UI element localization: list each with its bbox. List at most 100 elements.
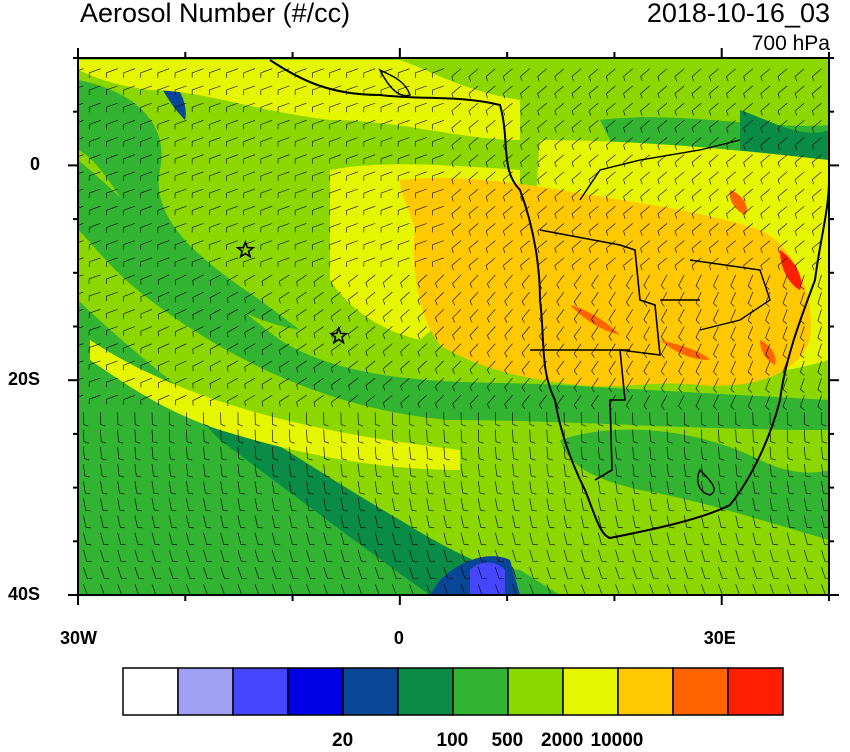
wind-barb: [296, 343, 307, 356]
wind-barb: [623, 137, 633, 150]
wind-barb: [563, 481, 571, 495]
wind-barb: [521, 274, 530, 289]
wind-barb: [306, 498, 314, 512]
wind-barb: [468, 154, 479, 168]
wind-barb: [243, 188, 256, 199]
wind-barb: [409, 567, 419, 579]
wind-barb: [563, 429, 570, 444]
wind-barb: [752, 549, 762, 563]
wind-barb: [580, 429, 587, 444]
wind-barb: [573, 291, 582, 307]
wind-barb: [730, 309, 736, 325]
wind-barb: [294, 171, 307, 181]
wind-barb: [260, 68, 273, 78]
wind-barb: [760, 154, 771, 168]
wind-barb: [330, 291, 342, 305]
wind-barb: [123, 85, 136, 96]
wind-barb: [691, 240, 702, 254]
wind-barb: [580, 584, 586, 595]
wind-barb: [760, 85, 771, 99]
wind-barb: [174, 85, 187, 96]
wind-barb: [192, 377, 204, 389]
wind-barb: [563, 463, 571, 478]
wind-barb: [701, 498, 709, 512]
wind-barb: [811, 68, 822, 82]
wind-barb: [573, 309, 582, 324]
wind-barb: [632, 515, 641, 529]
wind-barb: [520, 102, 530, 116]
wind-barb: [261, 291, 273, 304]
wind-barb: [312, 68, 324, 78]
wind-barb: [289, 412, 295, 427]
wind-barb: [804, 549, 813, 563]
wind-barb: [209, 137, 221, 147]
wind-barb: [443, 567, 453, 579]
wind-barb: [760, 137, 771, 150]
wind-barb: [485, 188, 496, 202]
wind-barb: [203, 532, 212, 546]
wind-barb: [191, 102, 204, 113]
wind-barb: [209, 240, 221, 250]
wind-barb: [674, 68, 685, 82]
wind-barb: [340, 481, 348, 495]
wind-barb: [209, 343, 221, 355]
wind-barb: [88, 120, 101, 130]
wind-barb: [88, 137, 101, 147]
wind-barb: [357, 498, 366, 512]
wind-barb: [140, 343, 153, 354]
wind-barb: [365, 274, 376, 288]
wind-barb: [400, 326, 410, 340]
wind-barb: [313, 377, 324, 390]
wind-barb: [392, 429, 398, 444]
wind-barb: [417, 326, 427, 340]
wind-barb: [123, 188, 136, 199]
wind-barb: [591, 395, 599, 410]
wind-barb: [477, 515, 486, 529]
wind-barb: [329, 223, 342, 233]
wind-barb: [821, 429, 827, 444]
wind-barb: [817, 274, 822, 290]
wind-barb: [485, 257, 496, 271]
wind-barb: [426, 584, 432, 595]
wind-barb: [417, 309, 427, 323]
wind-barb: [100, 584, 105, 595]
wind-barb: [106, 154, 118, 164]
wind-barb: [243, 68, 256, 78]
wind-barb: [786, 429, 793, 444]
lon-tick-label: 30W: [60, 628, 98, 648]
wind-barb: [415, 188, 427, 199]
wind-barb: [529, 498, 537, 512]
wind-barb: [294, 120, 307, 130]
wind-barb: [598, 463, 605, 478]
wind-barb: [157, 205, 170, 216]
wind-barb: [432, 154, 444, 164]
wind-barb: [346, 188, 359, 199]
wind-barb: [226, 223, 239, 233]
wind-barb: [735, 481, 743, 495]
wind-barb: [191, 154, 204, 164]
wind-barb: [588, 171, 599, 185]
wind-barb: [365, 377, 376, 391]
wind-barb: [88, 326, 101, 336]
wind-barb: [312, 102, 324, 113]
wind-barb: [244, 360, 256, 372]
colorbar-label: 500: [491, 730, 524, 751]
wind-barb: [495, 515, 503, 529]
wind-barb: [811, 120, 822, 133]
wind-barb: [88, 291, 101, 302]
wind-barb: [296, 274, 307, 287]
wind-barb: [140, 309, 153, 319]
wind-barb: [529, 584, 535, 595]
wind-barb: [237, 584, 243, 595]
wind-barb: [277, 85, 290, 96]
wind-barb: [691, 68, 702, 82]
wind-barb: [769, 429, 776, 444]
wind-barb: [157, 85, 170, 96]
wind-barb: [186, 429, 192, 444]
wind-barb: [794, 102, 805, 116]
wind-barb: [769, 515, 778, 529]
wind-barb: [804, 567, 814, 579]
wind-barb: [78, 240, 84, 243]
wind-barb: [683, 567, 694, 579]
